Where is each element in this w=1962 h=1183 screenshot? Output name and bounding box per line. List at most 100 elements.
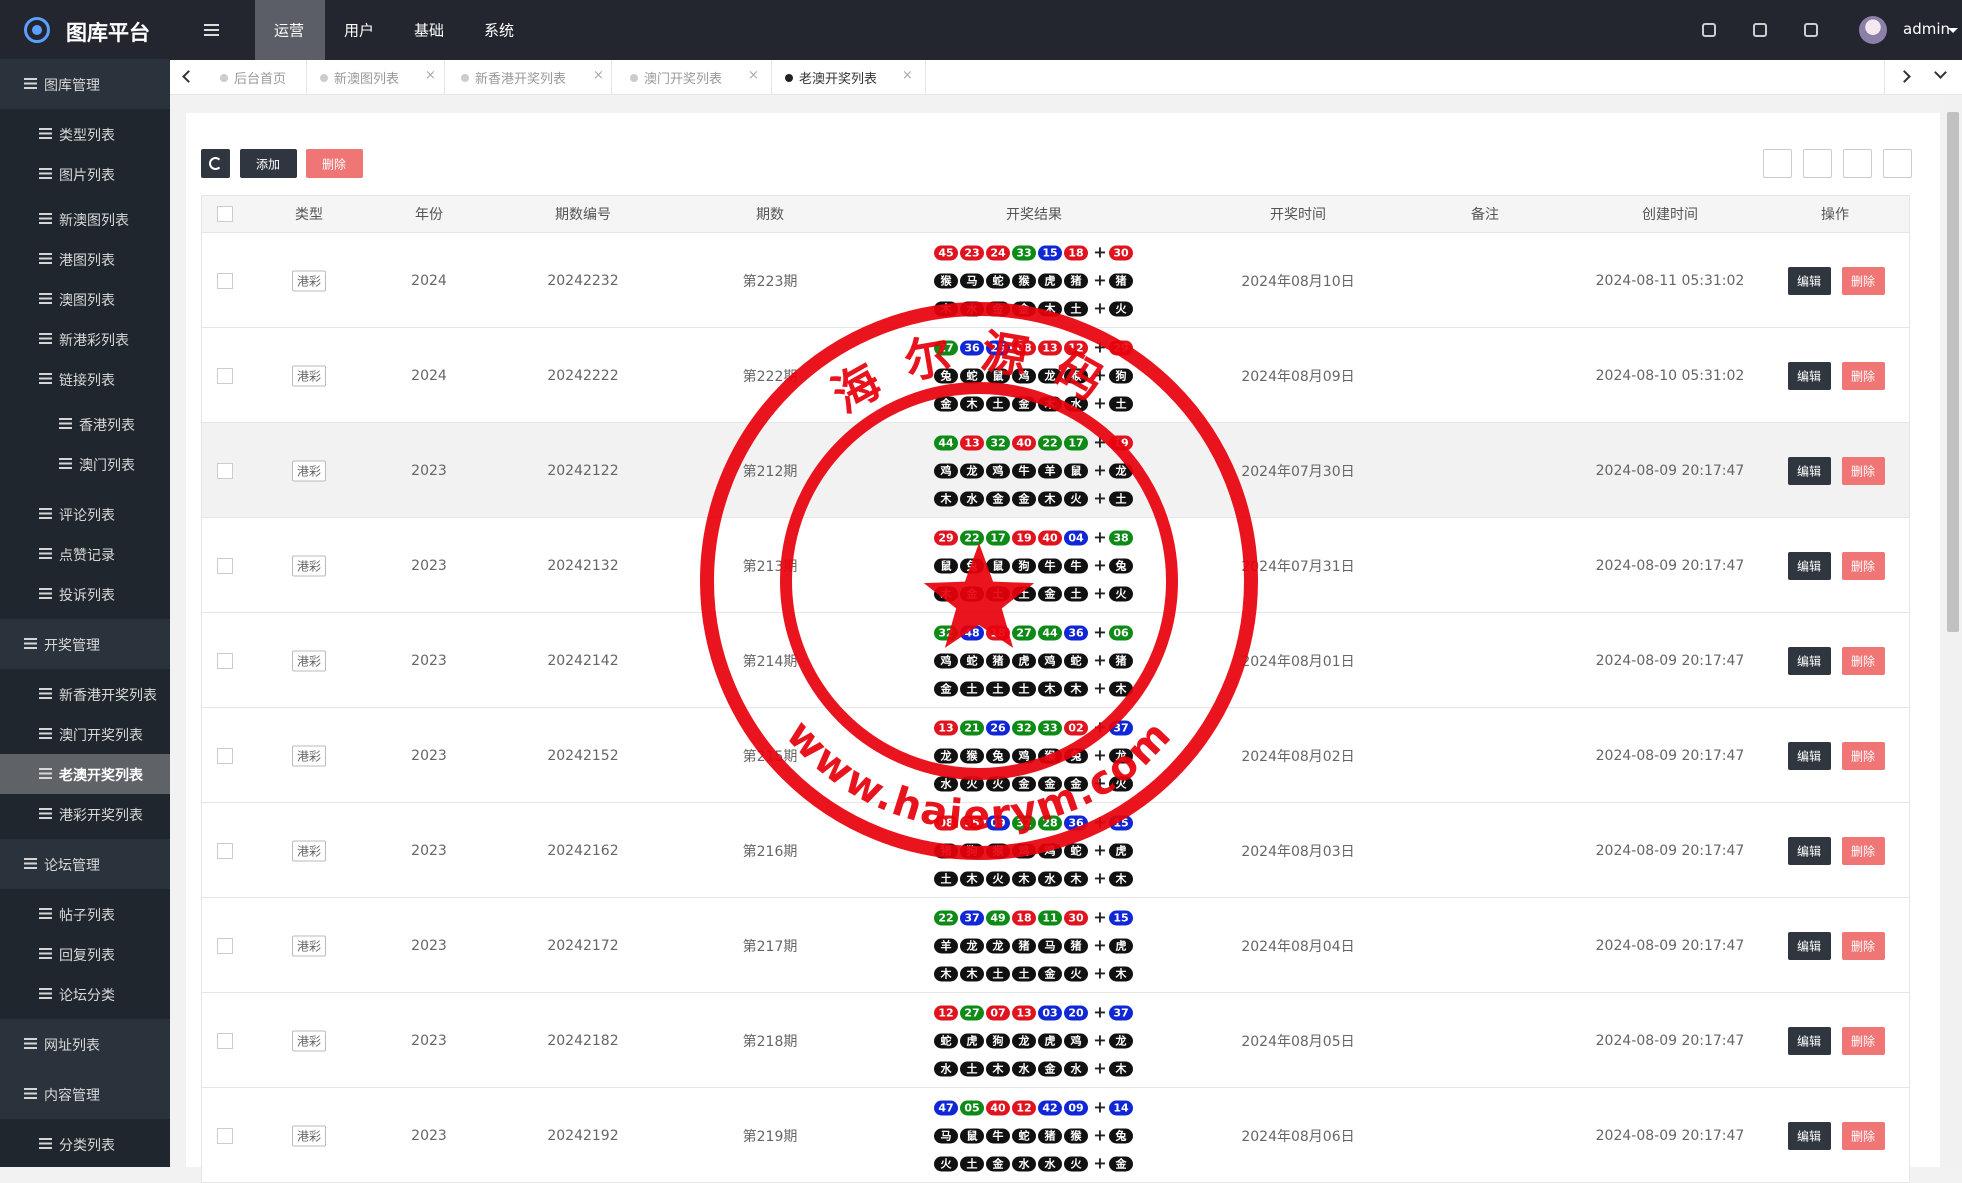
btn-edit[interactable]: 编辑 [1788, 931, 1831, 960]
menu-item[interactable]: 内容管理 [44, 1087, 100, 1104]
attr-ball: 狗 [1012, 558, 1036, 573]
menu-item[interactable]: 论坛管理 [44, 857, 100, 874]
tool-icon-btn[interactable] [1883, 149, 1912, 178]
plus-sign: + [1093, 963, 1107, 982]
btn-row-delete[interactable]: 删除 [1842, 931, 1885, 960]
menu-item[interactable]: 澳图列表 [59, 292, 115, 309]
tab[interactable]: 新澳图列表 [334, 72, 400, 87]
btn-row-delete[interactable]: 删除 [1842, 836, 1885, 865]
tab-close[interactable]: × [902, 68, 913, 83]
btn-row-delete[interactable]: 删除 [1842, 741, 1885, 770]
user-name[interactable]: admin [1903, 20, 1950, 38]
btn-row-delete[interactable]: 删除 [1842, 361, 1885, 390]
checkbox[interactable] [217, 652, 233, 669]
header-icon[interactable] [1804, 23, 1818, 37]
menu-item[interactable]: 评论列表 [59, 507, 115, 524]
nav-tab[interactable]: 基础 [413, 21, 445, 40]
menu-item[interactable]: 港彩开奖列表 [59, 807, 143, 824]
number-ball: 17 [1064, 435, 1088, 450]
menu-item[interactable]: 类型列表 [59, 127, 115, 144]
nav-tab[interactable]: 用户 [343, 21, 375, 40]
menu-toggle[interactable] [204, 24, 219, 36]
btn-add[interactable]: 添加 [240, 149, 297, 178]
attr-ball: 水 [934, 776, 958, 791]
brand[interactable]: 图库平台 [66, 21, 150, 45]
number-ball: 28 [1038, 815, 1062, 830]
btn-edit[interactable]: 编辑 [1788, 1121, 1831, 1150]
menu-item[interactable]: 论坛分类 [59, 987, 115, 1004]
menu-item[interactable]: 投诉列表 [59, 587, 115, 604]
btn-row-delete[interactable]: 删除 [1842, 1121, 1885, 1150]
created-time: 2024-08-09 20:17:47 [1595, 652, 1745, 669]
menu-item[interactable]: 分类列表 [59, 1137, 115, 1154]
btn-row-delete[interactable]: 删除 [1842, 456, 1885, 485]
btn-edit[interactable]: 编辑 [1788, 551, 1831, 580]
tool-icon-btn[interactable] [1803, 149, 1832, 178]
menu-item[interactable]: 图库管理 [44, 77, 100, 94]
tab[interactable]: 老澳开奖列表 [799, 72, 878, 87]
menu-item[interactable]: 新澳图列表 [59, 212, 129, 229]
number-ball: 33 [1038, 720, 1062, 735]
btn-row-delete[interactable]: 删除 [1842, 1026, 1885, 1055]
menu-item[interactable]: 网址列表 [44, 1037, 100, 1054]
checkbox[interactable] [217, 1032, 233, 1049]
menu-item[interactable]: 回复列表 [59, 947, 115, 964]
menu-item[interactable]: 港图列表 [59, 252, 115, 269]
checkbox[interactable] [217, 462, 233, 479]
nav-tab[interactable]: 运营 [273, 21, 305, 40]
checkbox[interactable] [217, 1127, 233, 1144]
btn-edit[interactable]: 编辑 [1788, 1026, 1831, 1055]
tool-icon-btn[interactable] [1763, 149, 1792, 178]
btn-edit-label: 编辑 [1796, 939, 1822, 953]
menu-item[interactable]: 开奖管理 [44, 637, 100, 654]
btn-delete[interactable]: 删除 [306, 149, 363, 178]
tab[interactable]: 新香港开奖列表 [475, 72, 567, 87]
nav-active-bg [255, 0, 325, 60]
menu-item[interactable]: 链接列表 [59, 372, 115, 389]
header-icon[interactable] [1702, 23, 1716, 37]
checkbox[interactable] [217, 937, 233, 954]
checkbox[interactable] [217, 206, 233, 222]
table-header: 备注 [1471, 207, 1499, 223]
menu-item[interactable]: 帖子列表 [59, 907, 115, 924]
issue-code: 20242132 [547, 557, 619, 574]
logo-icon[interactable] [24, 17, 50, 43]
menu-item[interactable]: 点赞记录 [59, 547, 115, 564]
checkbox[interactable] [217, 842, 233, 859]
header-icon[interactable] [1753, 23, 1767, 37]
btn-edit[interactable]: 编辑 [1788, 266, 1831, 295]
table-header: 类型 [295, 207, 323, 223]
btn-row-delete[interactable]: 删除 [1842, 646, 1885, 675]
checkbox[interactable] [217, 557, 233, 574]
period: 第217期 [742, 938, 798, 955]
menu-item[interactable]: 澳门开奖列表 [59, 727, 143, 744]
btn-edit[interactable]: 编辑 [1788, 836, 1831, 865]
btn-edit-label: 编辑 [1796, 1129, 1822, 1143]
created-time: 2024-08-09 20:17:47 [1595, 747, 1745, 764]
menu-item[interactable]: 香港列表 [79, 417, 135, 434]
avatar[interactable] [1859, 16, 1887, 44]
attr-ball: 水 [1038, 871, 1062, 886]
btn-edit[interactable]: 编辑 [1788, 646, 1831, 675]
tab-close[interactable]: × [593, 68, 604, 83]
menu-item[interactable]: 老澳开奖列表 [59, 767, 143, 784]
nav-tab[interactable]: 系统 [483, 21, 515, 40]
checkbox[interactable] [217, 272, 233, 289]
menu-item[interactable]: 新香港开奖列表 [59, 687, 157, 704]
tab-close[interactable]: × [748, 68, 759, 83]
menu-item[interactable]: 澳门列表 [79, 457, 135, 474]
btn-edit[interactable]: 编辑 [1788, 741, 1831, 770]
btn-row-delete[interactable]: 删除 [1842, 551, 1885, 580]
tab[interactable]: 澳门开奖列表 [644, 72, 723, 87]
attr-ball: 土 [986, 396, 1010, 411]
tab[interactable]: 后台首页 [234, 72, 287, 87]
btn-row-delete[interactable]: 删除 [1842, 266, 1885, 295]
menu-item[interactable]: 新港彩列表 [59, 332, 129, 349]
checkbox[interactable] [217, 747, 233, 764]
menu-item[interactable]: 图片列表 [59, 167, 115, 184]
tab-close[interactable]: × [425, 68, 436, 83]
btn-edit[interactable]: 编辑 [1788, 361, 1831, 390]
btn-edit[interactable]: 编辑 [1788, 456, 1831, 485]
tool-icon-btn[interactable] [1843, 149, 1872, 178]
checkbox[interactable] [217, 367, 233, 384]
